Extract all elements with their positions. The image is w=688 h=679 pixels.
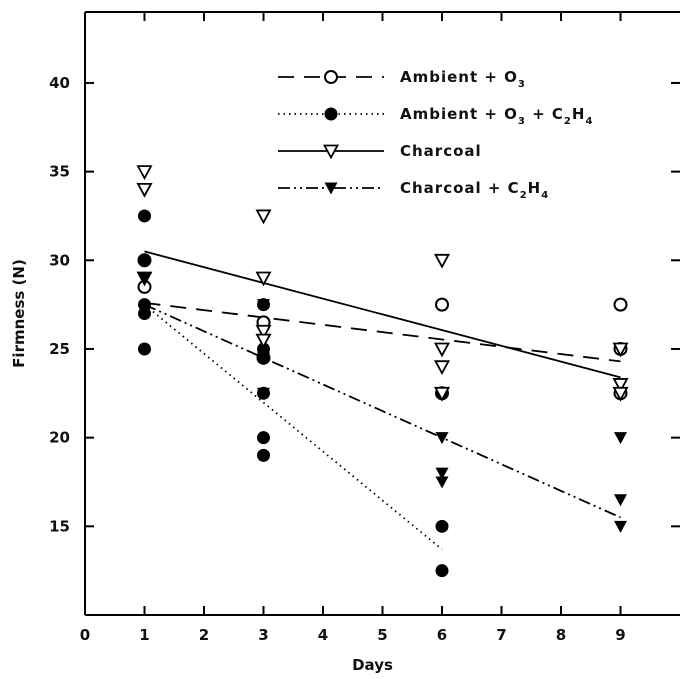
x-tick-label: 8 [556,626,566,644]
data-point-series-3 [612,378,629,393]
data-point-series-3 [255,324,272,340]
x-tick-label: 3 [258,626,268,644]
legend-subscript: 3 [518,79,526,90]
legend-text: H [572,105,586,123]
data-point-series-1 [435,297,449,312]
legend-marker-3 [322,144,340,160]
data-point-series-4 [257,299,270,312]
y-tick-label: 15 [49,517,70,535]
legend-text: + C [526,105,564,123]
data-point-series-2 [435,564,449,578]
legend-text: H [528,179,542,197]
y-tick-label: 30 [49,251,70,269]
data-point-series-3 [612,342,629,358]
data-point-series-3 [433,253,451,269]
x-tick-label: 7 [496,626,506,644]
legend-marker-2 [324,107,338,121]
data-point-series-2 [138,342,151,356]
fit-lines [143,250,621,551]
y-tick-label: 40 [49,74,70,92]
legend-subscript: 4 [585,116,593,127]
data-point-series-4 [138,272,151,285]
data-point-series-4 [435,467,449,480]
data-point-series-3 [612,386,629,402]
data-point-series-3 [433,342,451,358]
legend-label-1: Ambient + O3 [400,68,526,90]
y-axis-title: Firmness (N) [10,259,28,368]
data-point-series-3 [255,271,272,287]
data-point-series-2 [138,307,151,320]
x-tick-label: 1 [139,626,149,644]
y-tick-label: 35 [49,163,70,181]
x-tick-label: 0 [80,626,90,644]
legend-text: Charcoal [400,142,482,160]
x-tick-label: 2 [199,626,209,644]
legend-subscript: 4 [541,190,549,201]
data-point-series-3 [433,360,451,376]
data-point-series-4 [614,494,627,507]
legend-text: Charcoal + C [400,179,520,197]
legend-marker-1 [324,70,338,84]
y-tick-label: 25 [49,340,70,358]
fit-line-series-2 [143,303,443,551]
legend-text: Ambient + O [400,105,518,123]
legend-subscript: 2 [520,190,528,201]
data-point-series-2 [257,431,270,445]
legend-subscript: 3 [518,116,526,127]
legend-label-2: Ambient + O3 + C2H4 [400,105,593,127]
x-tick-label: 9 [615,626,625,644]
axes: 0 1 2 3 4 5 6 7 8 9 15 20 25 30 35 40 [49,11,680,644]
fit-line-series-4 [144,303,621,519]
x-tick-label: 6 [437,626,447,644]
y-tick-label: 20 [49,429,70,447]
data-point-series-3 [255,209,272,225]
fit-line-series-1 [144,301,621,363]
legend-label-4: Charcoal + C2H4 [400,179,549,201]
fit-line-series-3 [144,250,621,379]
data-point-series-4 [257,387,270,400]
x-axis-title: Days [352,656,393,674]
data-point-series-3 [136,182,153,198]
data-points [136,165,629,578]
data-point-series-3 [255,333,272,349]
legend-text: Ambient + O [400,68,518,86]
data-point-series-1 [613,297,628,312]
legend-label-3: Charcoal [400,142,482,160]
legend-subscript: 2 [564,116,572,127]
data-point-series-4 [435,476,449,489]
data-point-series-2 [257,448,270,462]
data-point-series-4 [257,352,270,365]
data-point-series-4 [614,520,627,533]
data-point-series-4 [435,432,449,445]
data-point-series-4 [614,432,627,445]
data-point-series-3 [136,165,153,181]
x-tick-label: 4 [318,626,328,644]
x-tick-label: 5 [377,626,387,644]
data-point-series-2 [138,253,151,267]
data-point-series-2 [435,519,449,533]
legend-marker-4 [324,182,338,195]
data-point-series-2 [138,209,151,223]
data-point-series-3 [433,386,451,402]
